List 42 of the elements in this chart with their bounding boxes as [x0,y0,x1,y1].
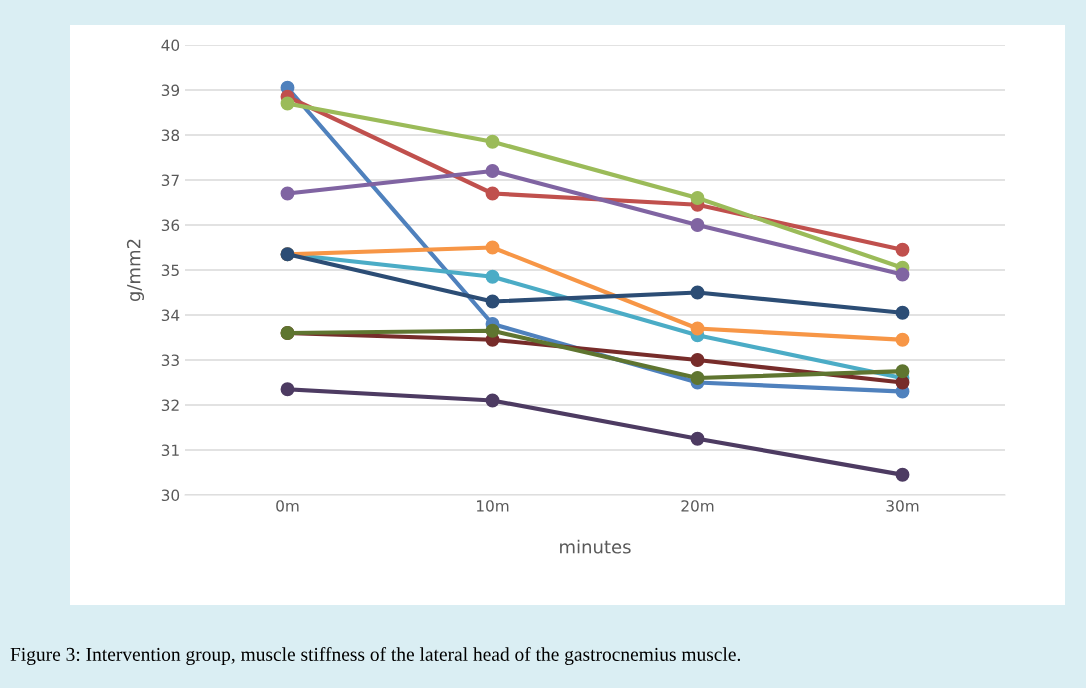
point [895,332,910,347]
point [690,371,705,385]
point [690,353,705,367]
x-tick-label: 10m [477,500,509,512]
y-tick-label: 31 [161,444,179,457]
y-tick-label: 30 [161,489,180,502]
x-axis-title: minutes [560,539,631,554]
y-axis-title: g/mm2 [126,239,145,302]
point [895,267,910,282]
point [280,382,295,397]
point [485,134,500,149]
point [690,218,705,232]
point [485,294,500,309]
point [280,96,295,111]
x-tick-label: 0m [276,500,299,512]
y-tick-label: 32 [161,399,179,412]
point [690,285,705,300]
y-tick-label: 40 [161,39,180,52]
point [895,364,910,379]
y-tick-label: 38 [161,129,180,142]
y-tick-label: 34 [161,309,180,322]
point [690,431,705,446]
point [895,467,910,482]
y-tick-label: 36 [161,219,180,232]
point [690,321,705,336]
point [485,186,500,201]
point [895,305,910,320]
point [485,269,500,284]
y-tick-label: 33 [161,354,179,367]
point [895,242,910,257]
y-tick-label: 37 [161,174,179,187]
point [690,191,705,205]
caption: Figure 3: Intervention group, muscle stiffness of the lateral head of the gastrocnemius muscle. [10,647,741,665]
y-tick-label: 35 [161,264,179,277]
x-tick-label: 20m [681,500,714,512]
point [280,186,295,201]
point [485,393,500,408]
point [485,240,500,255]
point [485,323,500,338]
point [485,164,500,178]
x-tick-label: 30m [886,500,919,512]
y-tick-label: 39 [161,84,180,97]
